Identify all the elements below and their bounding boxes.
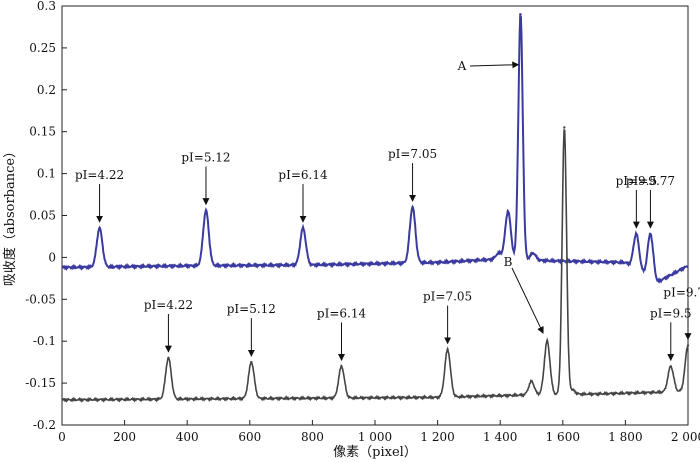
- y-tick-label: -0.2: [33, 418, 56, 432]
- series-2-peak-point: [563, 126, 566, 129]
- axes: 0 200 400 600 800 1 000 1 200 1 400 1 600 1 800 2 …: [25, 0, 700, 444]
- y-tick-label: 0: [48, 250, 56, 264]
- x-tick-label: 1 000: [358, 430, 392, 444]
- y-tick-label: 0.1: [37, 167, 56, 181]
- x-tick-label: 600: [238, 430, 261, 444]
- annotation-label: pI=9.5: [616, 174, 658, 188]
- x-tick-label: 800: [301, 430, 324, 444]
- annotation-label: pI=4.22: [75, 168, 124, 182]
- plot-frame: [61, 5, 689, 426]
- series-layer: [61, 12, 690, 403]
- annotation-arrow: [469, 61, 520, 69]
- annotation-arrow: [511, 267, 544, 334]
- x-axis-label: 像素（pixel）: [333, 445, 417, 460]
- y-tick-label: 0.2: [37, 83, 56, 97]
- x-tick-label: 200: [113, 430, 136, 444]
- annotation-label: pI=4.22: [144, 298, 193, 312]
- y-tick-label: 0.3: [37, 0, 56, 13]
- x-tick-label: 400: [176, 430, 199, 444]
- y-tick-label: 0.05: [29, 209, 56, 223]
- annotation-label: pI=9.77: [663, 285, 700, 299]
- annotation-label: pI=9.5: [650, 306, 692, 320]
- series-2-line: [61, 128, 689, 403]
- annotation-layer: pI=4.22pI=5.12pI=6.14pI=7.05pI=9.5pI=9.7…: [75, 59, 700, 362]
- y-tick-label: -0.1: [33, 334, 56, 348]
- x-tick-label: 1 400: [483, 430, 517, 444]
- annotation-label: pI=6.14: [317, 306, 367, 320]
- annotation-label: pI=5.12: [181, 150, 230, 164]
- x-tick-label: 1 800: [608, 430, 642, 444]
- annotation-label: pI=7.05: [388, 147, 437, 161]
- annotation-label: B: [504, 255, 513, 269]
- annotation-label: pI=6.14: [278, 168, 328, 182]
- y-axis-label: 吸收度（absorbance）: [2, 145, 18, 286]
- annotation-label: pI=5.12: [227, 302, 276, 316]
- annotation-label: A: [457, 59, 467, 73]
- y-tick-label: 0.15: [29, 125, 56, 139]
- x-tick-label: 0: [58, 430, 66, 444]
- y-tick-label: 0.25: [29, 41, 56, 55]
- y-tick-label: -0.05: [25, 292, 56, 306]
- x-tick-label: 1 600: [546, 430, 580, 444]
- x-tick-label: 2 000: [671, 430, 700, 444]
- y-tick-label: -0.15: [25, 376, 56, 390]
- annotation-label: pI=7.05: [423, 290, 472, 304]
- annotation-label: pI=9.77: [626, 174, 675, 188]
- series-1-line: [61, 12, 689, 284]
- x-tick-label: 1 200: [420, 430, 454, 444]
